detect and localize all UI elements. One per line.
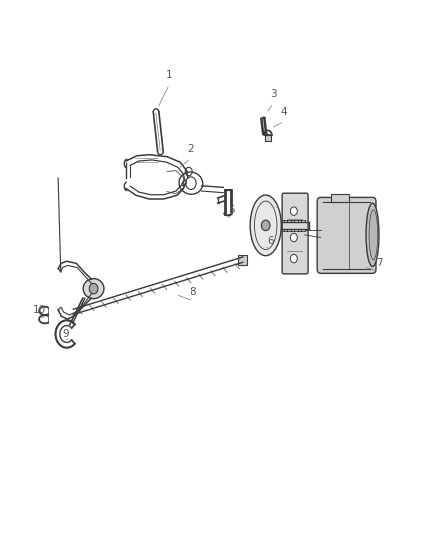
- Ellipse shape: [366, 203, 379, 266]
- Ellipse shape: [369, 210, 378, 260]
- Circle shape: [89, 284, 98, 294]
- Text: 2: 2: [187, 144, 194, 154]
- Ellipse shape: [83, 279, 104, 298]
- Bar: [265, 135, 271, 141]
- Text: 1: 1: [166, 70, 173, 80]
- Text: 4: 4: [281, 107, 287, 117]
- FancyBboxPatch shape: [282, 193, 308, 274]
- Bar: [332, 194, 349, 202]
- Ellipse shape: [250, 195, 281, 256]
- Text: 8: 8: [190, 287, 196, 296]
- Circle shape: [290, 233, 297, 241]
- Text: 5: 5: [229, 205, 235, 215]
- Circle shape: [290, 254, 297, 263]
- FancyBboxPatch shape: [317, 197, 376, 273]
- Circle shape: [290, 207, 297, 215]
- Text: 3: 3: [270, 89, 276, 99]
- Bar: [238, 255, 247, 265]
- Circle shape: [261, 220, 270, 231]
- Text: 10: 10: [33, 305, 46, 315]
- Text: 6: 6: [268, 237, 274, 246]
- Text: 9: 9: [62, 329, 69, 339]
- Text: 7: 7: [376, 257, 382, 268]
